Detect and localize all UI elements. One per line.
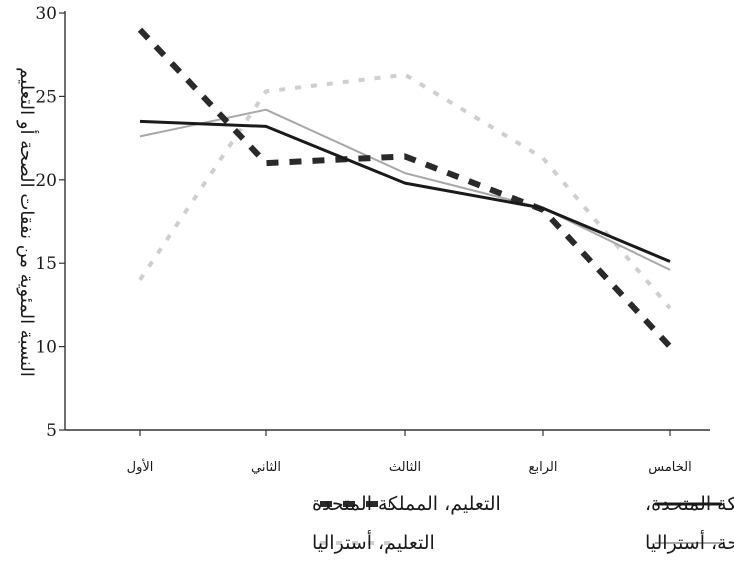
x-tick-label: الأول (127, 458, 154, 475)
legend-label-4: التعليم، أستراليا (312, 530, 435, 554)
axes: 5 10 15 20 25 30 الأول الثاني الثالث الرابع الخامس (35, 4, 710, 475)
legend-label-2: التعليم، المملكة المتحدة (312, 493, 501, 515)
x-tick-label: الخامس (648, 460, 691, 475)
y-tick-label: 15 (35, 254, 57, 274)
series-line-4 (138, 72, 672, 310)
x-tick-label: الثاني (251, 460, 281, 475)
y-tick-label: 20 (35, 171, 57, 191)
y-tick-label: 25 (35, 87, 57, 107)
y-tick-label: 5 (46, 421, 57, 441)
series-lines (137, 27, 673, 349)
y-axis-title: النسبة المئوية من نفقات الصحة أو التعليم (16, 67, 39, 377)
y-tick-label: 10 (35, 338, 57, 358)
legend: الصحة – المملكة المتحدة، التعليم، المملكة… (312, 493, 734, 554)
y-tick-label: 30 (35, 4, 57, 24)
x-tick-label: الثالث (389, 460, 421, 475)
x-tick-label: الرابع (529, 460, 558, 475)
legend-label-3: الصحة، أستراليا (645, 530, 734, 554)
legend-label-1: الصحة – المملكة المتحدة، (645, 493, 734, 515)
series-line-3 (139, 108, 671, 271)
series-line-1 (139, 119, 671, 263)
series-line-2 (137, 27, 673, 349)
